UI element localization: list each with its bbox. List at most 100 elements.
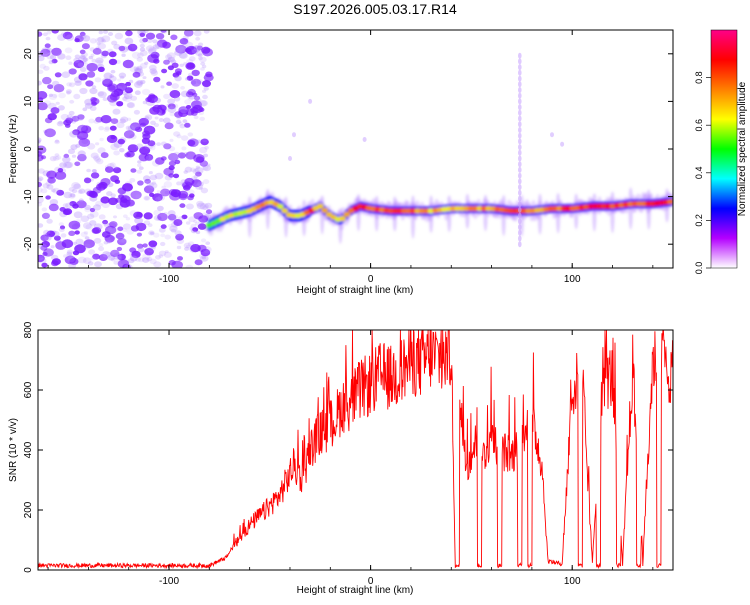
noise-blob [184,177,195,186]
noise-blob [139,38,147,44]
noise-blob [195,50,203,56]
noise-blob [173,173,180,179]
noise-blob [202,94,208,100]
noise-blob [73,93,81,100]
noise-blob [101,35,111,43]
noise-blob [184,122,191,128]
y-tick-label: 0 [23,146,34,152]
noise-blob [108,226,112,231]
noise-blob [153,261,162,268]
noise-blob [127,144,139,153]
noise-blob [198,186,203,190]
noise-blob [57,105,65,111]
noise-blob [62,156,71,163]
noise-blob [107,182,114,188]
noise-blob [78,73,88,81]
noise-blob [172,151,181,158]
noise-blob [89,191,98,199]
noise-blob [117,253,126,261]
noise-blob [205,209,213,215]
spectrogram-spike [288,52,565,248]
colorbar-tick-label: 0.6 [694,119,704,132]
noise-blob [64,47,73,54]
noise-blob [176,45,184,51]
noise-blob [139,30,145,33]
spike-segment [518,132,522,139]
noise-blob [165,54,173,60]
noise-blob [38,141,41,145]
noise-blob [143,30,149,33]
noise-blob [46,184,54,190]
noise-blob [66,249,73,255]
noise-blob [150,231,154,235]
noise-blob [92,186,102,194]
noise-blob [100,152,109,159]
noise-blob [189,167,196,173]
noise-blob [90,152,99,159]
noise-blob [55,101,60,105]
noise-blob [87,213,95,220]
noise-blob [45,195,51,200]
noise-blob [117,237,126,243]
spike-segment [518,109,522,116]
noise-blob [161,41,171,49]
noise-blob [185,41,194,48]
noise-blob [131,51,141,59]
noise-blob [179,50,184,54]
noise-blob [53,84,65,93]
noise-blob [122,59,134,69]
noise-blob [139,146,151,155]
noise-blob [129,210,138,217]
noise-blob [110,118,119,124]
noise-blob [58,227,65,233]
noise-blob [116,121,125,129]
noise-blob [188,216,196,223]
noise-blob [63,153,70,159]
noise-blob [151,181,157,185]
noise-blob [59,162,67,169]
noise-blob [79,133,84,137]
noise-blob [134,90,141,95]
noise-blob [74,161,81,167]
noise-blob [147,48,157,55]
noise-blob [124,87,133,94]
noise-blob [38,257,47,264]
colorbar-tick-label: 0.4 [694,167,704,180]
noise-blob [184,99,192,105]
noise-blob [98,30,104,35]
spike-segment [518,75,522,82]
noise-blob [140,79,146,85]
noise-blob [82,107,88,112]
y-tick-label: 600 [23,381,34,398]
noise-blob [137,180,144,186]
noise-blob [123,214,128,218]
noise-blob [43,248,54,257]
noise-blob [137,163,142,167]
noise-blob [143,185,155,194]
noise-blob [93,155,100,161]
noise-blob [67,256,75,263]
noise-blob [199,100,208,107]
noise-blob [142,37,148,43]
noise-blob [94,157,102,163]
noise-blob [88,249,96,255]
noise-blob [111,40,118,46]
noise-blob [160,30,167,33]
colorbar-tick-label: 0.2 [694,214,704,227]
noise-blob [41,207,47,212]
noise-blob [138,166,144,170]
noise-blob [133,66,140,71]
noise-blob [130,225,140,232]
noise-blob [68,68,77,75]
noise-blob [191,78,202,87]
snr-x-ticks: -100 0 100 [47,330,654,587]
noise-blob [122,84,132,92]
x-tick-label: 0 [368,576,374,587]
spike-segment [518,178,522,185]
noise-blob [47,84,54,90]
noise-blob [130,95,138,101]
noise-blob [72,250,80,256]
noise-blob [139,32,146,37]
noise-blob [167,56,175,63]
noise-blob [171,83,179,89]
